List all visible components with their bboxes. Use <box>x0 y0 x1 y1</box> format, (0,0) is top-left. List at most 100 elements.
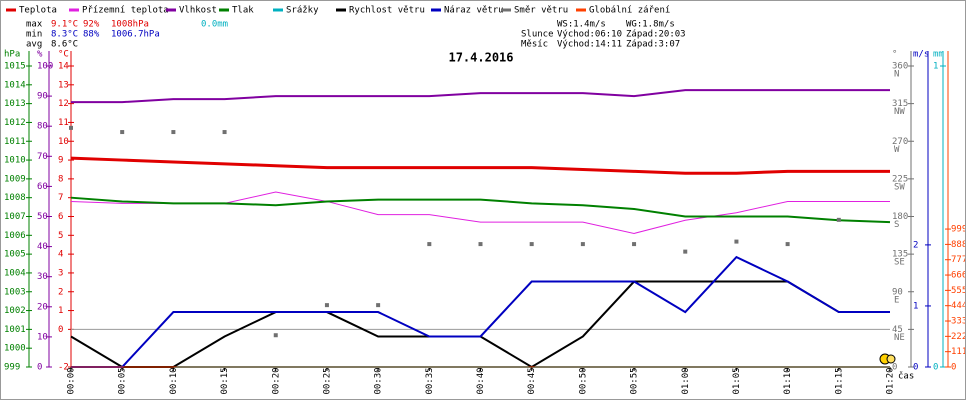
tick-label: 45 <box>892 325 903 335</box>
series-line <box>70 191 890 234</box>
tick-label: 1012 <box>4 118 26 128</box>
legend-label: Teplota <box>19 6 57 16</box>
stat-text: 9.1°C <box>51 20 78 30</box>
x-tick-label: 00:20 <box>271 367 281 394</box>
compass-label: N <box>894 70 899 80</box>
stat-text: 88% <box>83 30 100 40</box>
tick-label: 111 <box>951 347 965 357</box>
tick-label: 1005 <box>4 250 26 260</box>
tick-label: 777 <box>951 255 965 265</box>
series-line <box>70 280 890 369</box>
tick-label: 1007 <box>4 212 26 222</box>
axis-title: ° <box>892 50 897 60</box>
tick-label: 2 <box>58 287 63 297</box>
tick-label: 2 <box>913 240 918 250</box>
moon-icon <box>886 354 896 364</box>
tick-label: 90 <box>37 92 48 102</box>
tick-label: 225 <box>892 174 908 184</box>
series-line <box>71 89 890 104</box>
tick-label: 0 <box>58 325 63 335</box>
compass-label: SE <box>894 258 905 268</box>
stat-text: 0.0mm <box>201 20 228 30</box>
x-tick-label: 00:05 <box>118 367 128 394</box>
tick-label: 10 <box>58 137 69 147</box>
tick-label: 1001 <box>4 325 26 335</box>
tick-label: 333 <box>951 317 965 327</box>
tick-label: 20 <box>37 302 48 312</box>
stat-text: 8.6°C <box>51 40 78 50</box>
tick-label: 8 <box>58 174 63 184</box>
axis-title: °C <box>58 50 69 60</box>
tick-label: 666 <box>951 271 965 281</box>
chart-title: 17.4.2016 <box>448 51 513 65</box>
compass-label: S <box>894 220 899 230</box>
wind-direction-dot <box>222 130 227 135</box>
tick-label: 444 <box>951 301 965 311</box>
info-text: WS:1.4m/s <box>557 20 606 30</box>
wind-direction-dot <box>785 242 790 247</box>
tick-label: 1 <box>913 301 918 311</box>
legend-label: Tlak <box>232 6 254 16</box>
tick-label: 0 <box>37 363 42 373</box>
stat-text: min <box>26 30 42 40</box>
x-tick-label: 01:05 <box>732 367 742 394</box>
series-line <box>71 255 890 368</box>
tick-label: 10 <box>37 332 48 342</box>
tick-label: 1002 <box>4 306 26 316</box>
axis-title: mm <box>933 50 944 60</box>
tick-label: 90 <box>892 287 903 297</box>
tick-label: 555 <box>951 286 965 296</box>
x-tick-label: 00:25 <box>322 367 332 394</box>
series-line <box>70 156 890 175</box>
tick-label: 0 <box>892 363 897 373</box>
tick-label: 4 <box>58 250 63 260</box>
x-tick-label: 00:35 <box>425 367 435 394</box>
compass-label: SW <box>894 182 905 192</box>
x-tick-label: 00:40 <box>476 367 486 394</box>
tick-label: -2 <box>58 363 69 373</box>
wind-direction-dot <box>580 242 585 247</box>
tick-label: 0 <box>913 363 918 373</box>
tick-label: 1003 <box>4 287 26 297</box>
tick-label: 0 <box>933 363 938 373</box>
tick-label: 222 <box>951 332 965 342</box>
wind-direction-dot <box>836 217 841 222</box>
info-text: WG:1.8m/s <box>626 20 675 30</box>
wind-direction-dot <box>427 242 432 247</box>
legend-label: Globální záření <box>589 6 670 16</box>
stat-text: 8.3°C <box>51 30 78 40</box>
x-tick-label: 00:50 <box>578 367 588 394</box>
axis-title: hPa <box>4 50 20 60</box>
stat-text: 92% <box>83 20 100 30</box>
legend-label: Přízemní teplota <box>82 6 169 16</box>
compass-label: NW <box>894 107 905 117</box>
info-text: Východ:06:10 <box>557 30 622 40</box>
tick-label: 1 <box>933 62 938 72</box>
series-line <box>70 196 891 224</box>
tick-label: 135 <box>892 250 908 260</box>
stat-text: avg <box>26 40 42 50</box>
tick-label: 11 <box>58 118 69 128</box>
info-text: Západ:3:07 <box>626 40 680 50</box>
axis-title: % <box>37 50 43 60</box>
tick-label: 1011 <box>4 137 26 147</box>
tick-label: 80 <box>37 122 48 132</box>
tick-label: 315 <box>892 99 908 109</box>
wind-direction-dot <box>734 239 739 244</box>
tick-label: 13 <box>58 80 69 90</box>
tick-label: 5 <box>58 231 63 241</box>
tick-label: 50 <box>37 212 48 222</box>
tick-label: 1009 <box>4 174 26 184</box>
tick-label: 0 <box>951 363 956 373</box>
x-tick-label: 00:00 <box>67 367 77 394</box>
stat-text: max <box>26 20 43 30</box>
tick-label: 270 <box>892 137 908 147</box>
info-text: Měsíc <box>521 40 548 50</box>
wind-direction-dot <box>273 333 278 338</box>
x-tick-label: 01:00 <box>681 367 691 394</box>
x-tick-label: 01:10 <box>783 367 793 394</box>
tick-label: 1008 <box>4 193 26 203</box>
x-tick-label: 01:20 <box>886 367 896 394</box>
tick-label: 3 <box>58 268 63 278</box>
